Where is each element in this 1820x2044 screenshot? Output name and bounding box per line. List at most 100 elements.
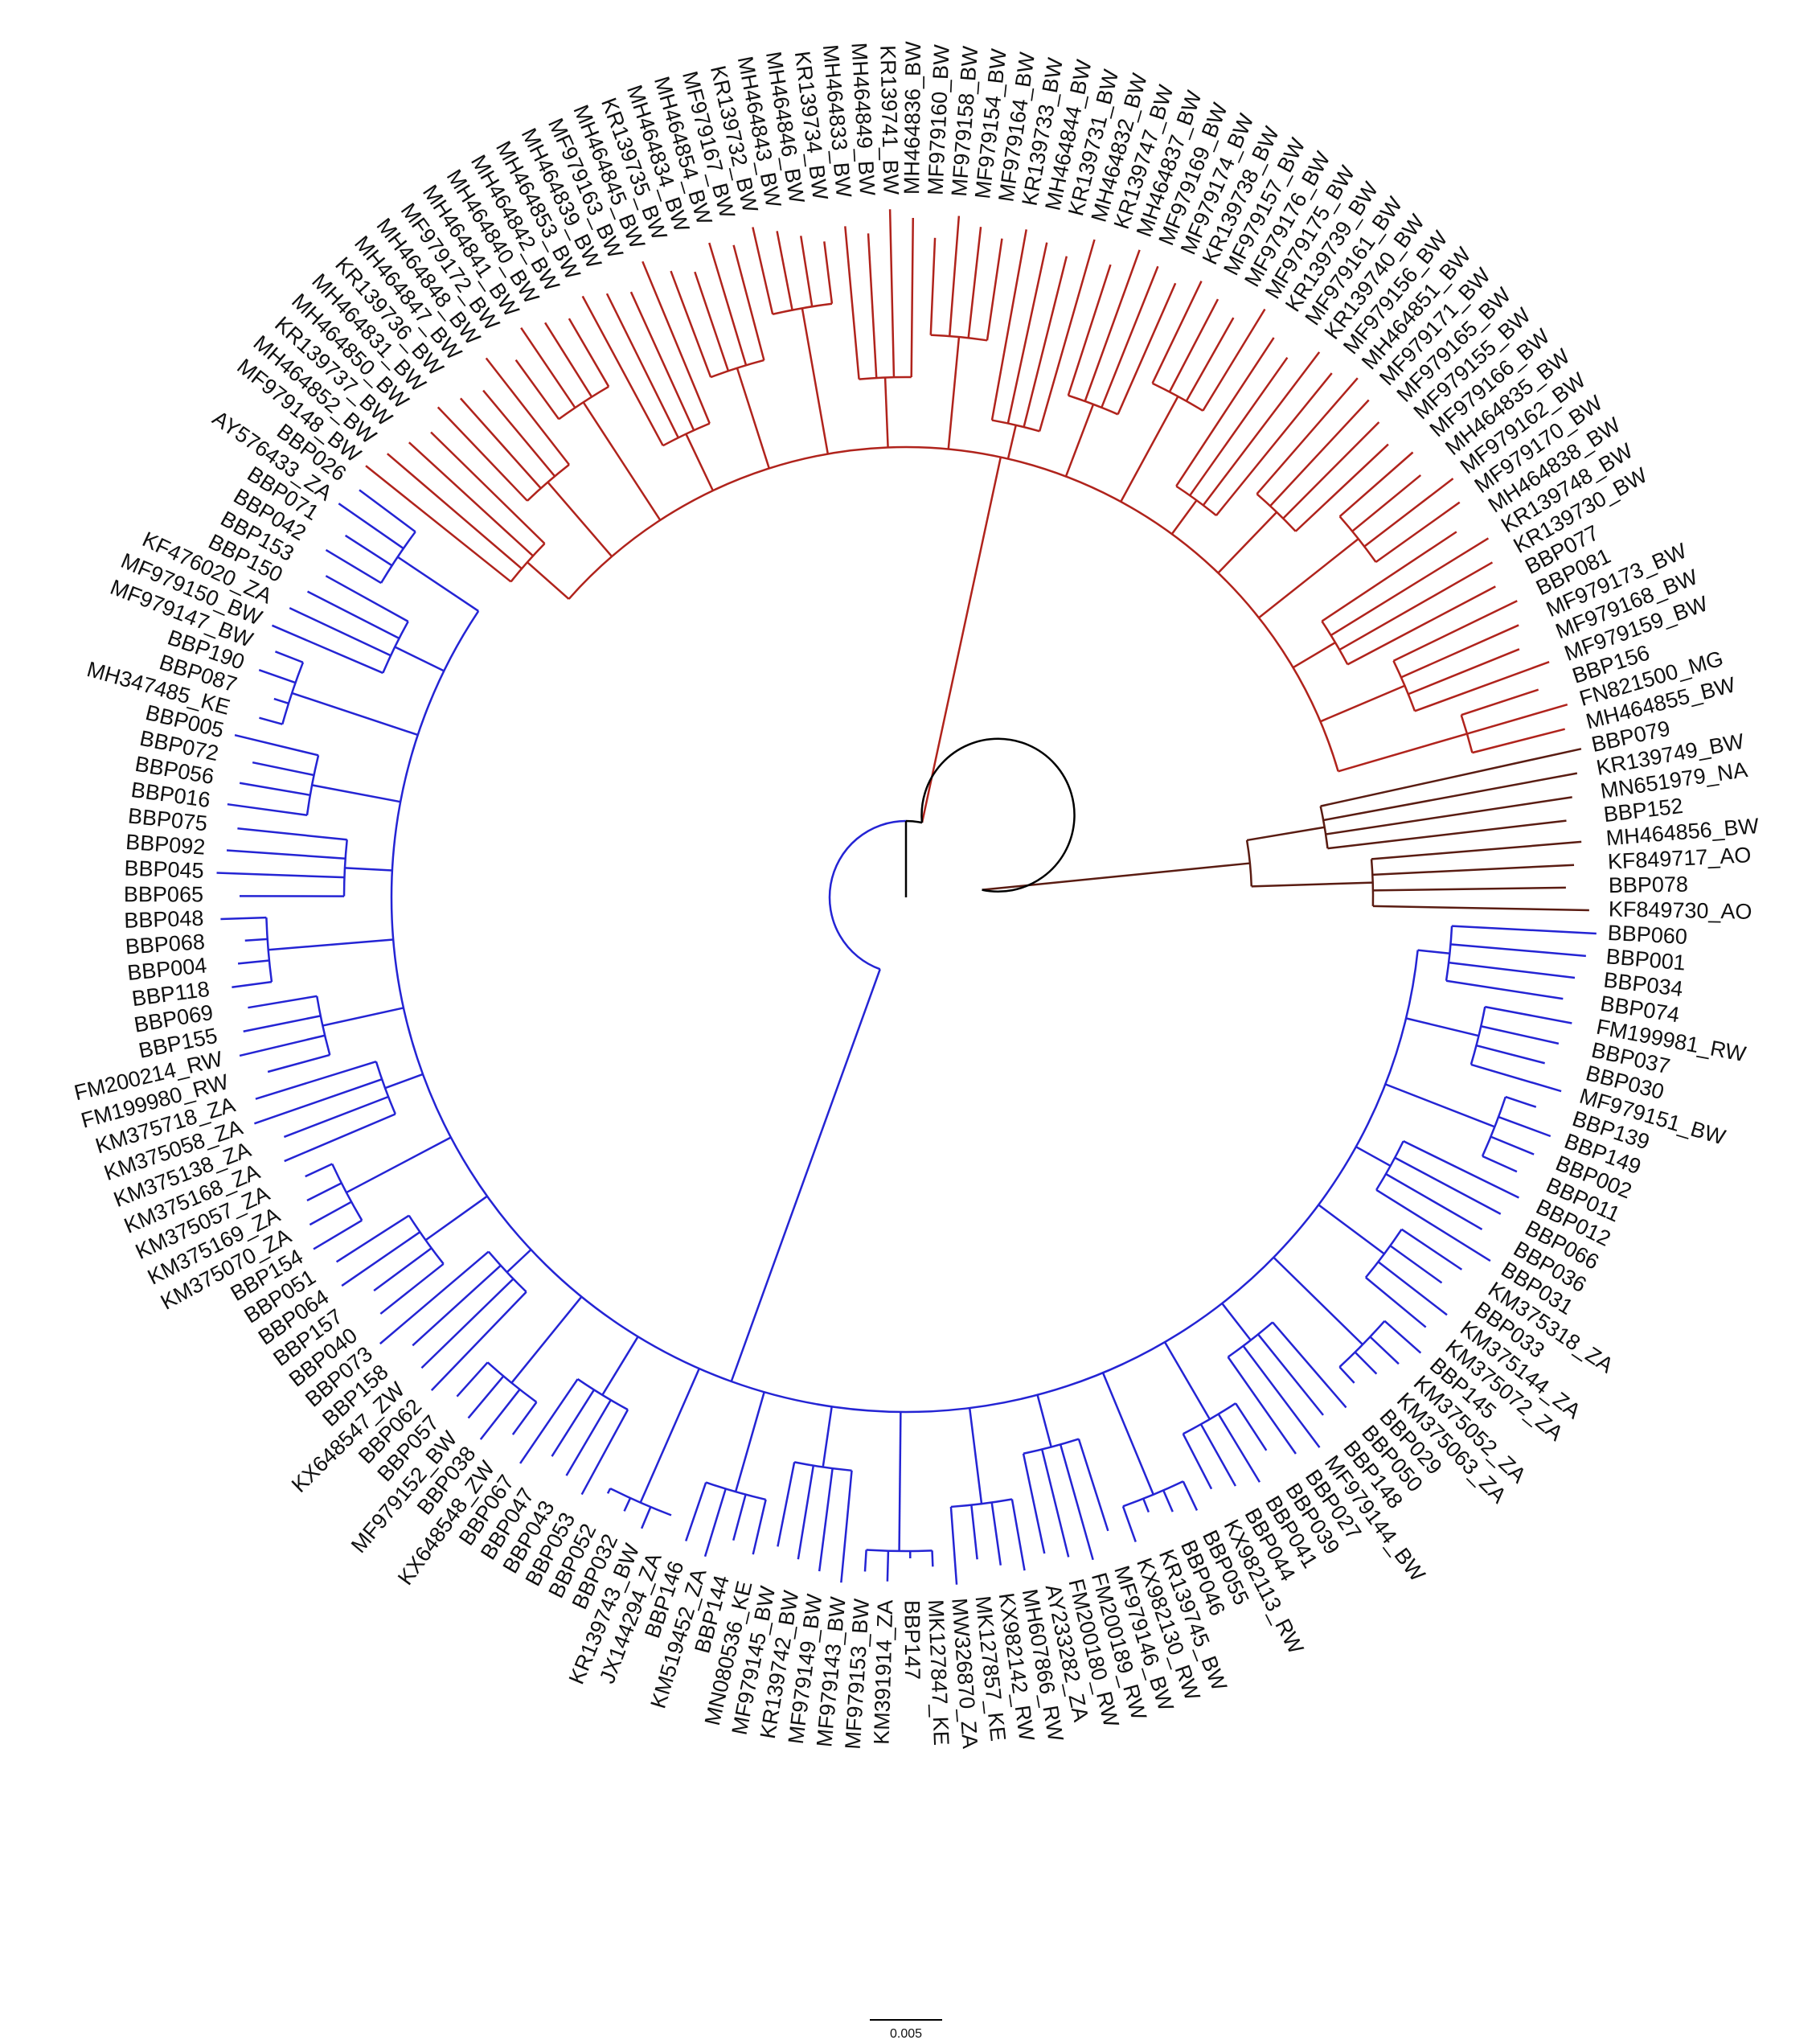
branch xyxy=(281,662,305,725)
branch xyxy=(640,1506,652,1529)
branch xyxy=(1175,337,1275,487)
branch xyxy=(408,1214,445,1265)
branch xyxy=(968,1407,983,1504)
leaf-label: BBP092 xyxy=(125,830,206,860)
branch xyxy=(1389,1245,1443,1284)
branch xyxy=(1392,600,1518,662)
branch xyxy=(346,1136,452,1194)
branch xyxy=(306,1182,342,1202)
branch xyxy=(1227,1321,1273,1358)
branch xyxy=(380,531,416,584)
branch xyxy=(1269,399,1370,507)
branch xyxy=(1338,451,1414,518)
branch xyxy=(1006,425,1017,459)
branch xyxy=(1481,1096,1506,1157)
branch xyxy=(1258,538,1359,619)
branch xyxy=(920,457,1002,823)
branch xyxy=(485,357,570,466)
branch xyxy=(551,1389,596,1457)
branch xyxy=(268,938,394,951)
branch xyxy=(237,827,347,841)
branch xyxy=(1505,1095,1537,1108)
branch xyxy=(384,1073,424,1090)
branch xyxy=(1372,886,1566,892)
branch xyxy=(1363,478,1454,548)
branch xyxy=(375,1061,396,1114)
branch xyxy=(1163,1341,1211,1420)
root-arc xyxy=(828,819,907,971)
leaf-label: BBP048 xyxy=(124,906,204,933)
branch xyxy=(734,1391,765,1492)
branch xyxy=(273,697,289,704)
branch xyxy=(1235,1402,1268,1451)
branch xyxy=(305,1163,333,1178)
branch xyxy=(1338,515,1377,563)
branch xyxy=(1355,1146,1392,1168)
branch xyxy=(1023,256,1068,428)
branch xyxy=(1365,1276,1427,1328)
branch xyxy=(639,1368,700,1504)
branch xyxy=(255,1061,377,1100)
leaf-label: BBP068 xyxy=(125,930,206,958)
branch xyxy=(259,716,283,725)
branch xyxy=(752,1499,767,1555)
branch xyxy=(1084,249,1141,402)
branch xyxy=(1067,264,1112,396)
branch xyxy=(1354,1351,1378,1375)
branch xyxy=(1338,561,1494,651)
branch xyxy=(910,218,914,378)
leaf-label: BBP065 xyxy=(124,882,203,906)
branch xyxy=(703,1488,727,1558)
leaf-label: KM391914_ZA xyxy=(870,1599,898,1745)
branch xyxy=(373,1247,432,1292)
branch xyxy=(1375,1188,1491,1262)
branch xyxy=(840,1470,853,1583)
branch xyxy=(1327,819,1567,850)
branch xyxy=(1122,1480,1184,1508)
branch xyxy=(777,1462,796,1547)
branch xyxy=(1182,1433,1213,1490)
branch xyxy=(382,621,409,674)
branch xyxy=(510,1295,583,1384)
branch xyxy=(883,377,889,448)
branch xyxy=(1202,351,1321,507)
branch xyxy=(1498,1115,1552,1138)
branch xyxy=(1077,1439,1109,1532)
branch xyxy=(275,651,304,663)
branch xyxy=(467,1375,505,1419)
branch xyxy=(1185,317,1235,402)
branch xyxy=(325,575,409,622)
branch xyxy=(506,1249,532,1274)
branch xyxy=(1351,474,1422,532)
branch xyxy=(990,1502,1002,1566)
leaf-label: KF849730_AO xyxy=(1609,897,1752,924)
branch xyxy=(1038,239,1096,432)
branch xyxy=(394,646,445,672)
branch xyxy=(1449,961,1576,979)
branch xyxy=(232,980,273,988)
branch xyxy=(1006,242,1048,424)
branch xyxy=(243,1015,322,1033)
branch xyxy=(580,1409,629,1496)
branch xyxy=(1403,1140,1519,1199)
branch xyxy=(1170,499,1198,535)
branch xyxy=(365,465,512,583)
branch xyxy=(331,1164,363,1221)
branch xyxy=(708,242,748,366)
branch xyxy=(990,229,1027,421)
branch xyxy=(408,441,534,557)
branch xyxy=(797,1465,815,1560)
branch xyxy=(437,406,528,502)
branch xyxy=(947,336,961,449)
branch xyxy=(801,308,830,454)
branch xyxy=(888,209,896,378)
branch xyxy=(642,261,711,425)
branch xyxy=(1476,1044,1545,1065)
branch xyxy=(1385,1172,1483,1230)
branch xyxy=(1392,660,1416,712)
branch xyxy=(1010,1499,1026,1571)
branch xyxy=(267,1053,330,1073)
branch xyxy=(344,867,392,872)
branch xyxy=(344,534,393,567)
branch xyxy=(1384,1083,1495,1128)
